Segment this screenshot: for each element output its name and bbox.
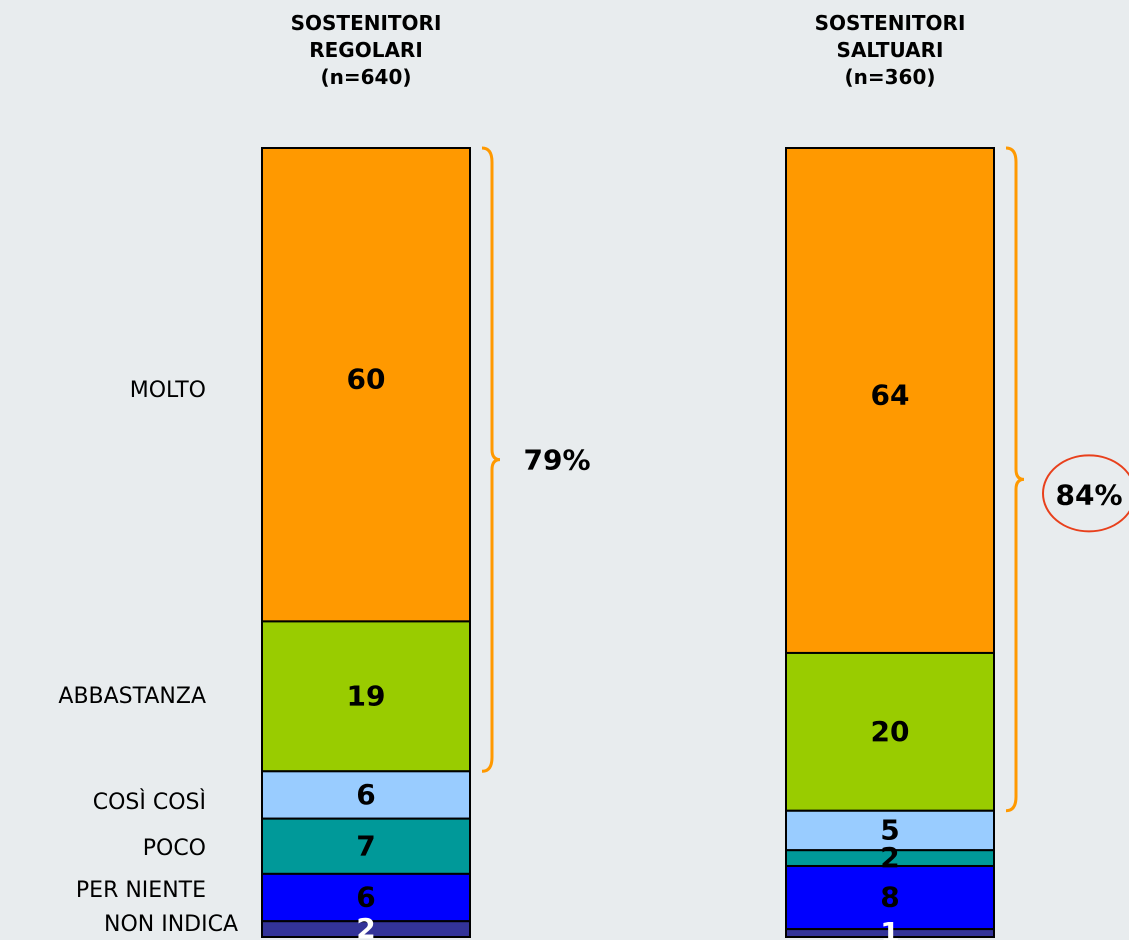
circle-highlight-saltuari [1042, 454, 1129, 533]
bar-segment-regolari-cosi-cosi [261, 770, 471, 820]
bar-segment-saltuari-per-niente [785, 864, 995, 931]
data-label-regolari-per-niente: 6 [356, 881, 375, 914]
title-regolari-line-2: REGOLARI [309, 38, 423, 62]
data-label-saltuari-per-niente: 8 [880, 881, 899, 914]
bar-segment-regolari-poco [261, 817, 471, 875]
category-label-per-niente: PER NIENTE [75, 878, 206, 903]
data-label-saltuari-abbastanza: 20 [871, 715, 910, 748]
title-saltuari-line-2: SALTUARI [836, 38, 944, 62]
bracket-total-label-regolari: 79% [523, 444, 590, 477]
bar-segment-regolari-non-indica [261, 920, 471, 938]
bracket-saltuari [1005, 146, 1025, 813]
title-regolari-line-1: SOSTENITORI [290, 11, 442, 35]
category-label-poco: POCO [142, 836, 206, 861]
bar-segment-saltuari-non-indica [785, 928, 995, 938]
data-label-saltuari-molto: 64 [871, 378, 910, 411]
bar-segment-saltuari-abbastanza [785, 651, 995, 812]
category-label-molto: MOLTO [129, 378, 206, 403]
data-label-regolari-abbastanza: 19 [347, 679, 386, 712]
data-label-regolari-molto: 60 [347, 363, 386, 396]
data-label-saltuari-poco: 2 [880, 841, 899, 874]
title-regolari: SOSTENITORI REGOLARI (n=640) [236, 10, 496, 91]
data-label-regolari-non-indica: 2 [356, 912, 375, 940]
bracket-regolari [481, 146, 501, 773]
category-label-cosi-cosi: COSÌ COSÌ [92, 790, 206, 815]
bar-segment-regolari-molto [261, 147, 471, 623]
data-label-regolari-cosi-cosi: 6 [356, 778, 375, 811]
title-saltuari-line-3: (n=360) [844, 65, 936, 89]
data-label-saltuari-non-indica: 1 [880, 916, 899, 940]
category-label-abbastanza: ABBASTANZA [58, 684, 206, 709]
bracket-total-label-saltuari: 84% [1055, 478, 1122, 511]
bar-segment-regolari-abbastanza [261, 620, 471, 773]
bar-segment-saltuari-molto [785, 147, 995, 654]
category-label-non-indica: NON INDICA [103, 912, 238, 937]
title-saltuari: SOSTENITORI SALTUARI (n=360) [760, 10, 1020, 91]
title-saltuari-line-1: SOSTENITORI [814, 11, 966, 35]
data-label-regolari-poco: 7 [356, 829, 375, 862]
bar-segment-saltuari-cosi-cosi [785, 809, 995, 852]
data-label-saltuari-cosi-cosi: 5 [880, 813, 899, 846]
title-regolari-line-3: (n=640) [320, 65, 412, 89]
